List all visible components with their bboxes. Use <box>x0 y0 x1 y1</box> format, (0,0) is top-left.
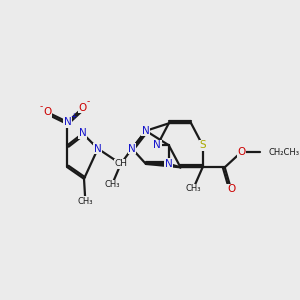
Text: N: N <box>94 144 102 154</box>
Text: N: N <box>64 117 71 127</box>
Text: O: O <box>227 184 235 194</box>
Text: N: N <box>165 159 172 169</box>
Text: CH₂CH₃: CH₂CH₃ <box>268 148 299 157</box>
Text: CH₃: CH₃ <box>104 180 120 189</box>
Text: N: N <box>128 144 136 154</box>
Text: CH₃: CH₃ <box>78 197 93 206</box>
Text: O: O <box>79 103 87 113</box>
Text: -: - <box>87 98 90 106</box>
Text: N: N <box>79 128 86 139</box>
Text: +: + <box>70 112 76 121</box>
Text: O: O <box>237 147 245 157</box>
Text: O: O <box>43 107 51 117</box>
Text: CH₃: CH₃ <box>185 184 201 193</box>
Text: CH: CH <box>114 159 127 168</box>
Text: -: - <box>40 102 43 111</box>
Text: N: N <box>153 140 161 150</box>
Text: S: S <box>199 140 206 150</box>
Text: N: N <box>142 126 150 136</box>
